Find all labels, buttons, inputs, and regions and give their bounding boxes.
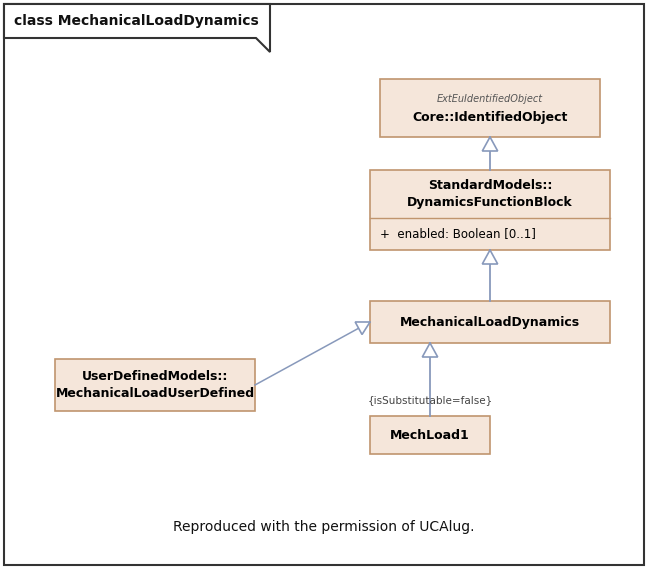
Text: MechanicalLoadDynamics: MechanicalLoadDynamics bbox=[400, 315, 580, 328]
Polygon shape bbox=[482, 137, 498, 151]
Bar bbox=[370, 301, 610, 343]
Text: {isSubstitutable=false}: {isSubstitutable=false} bbox=[367, 395, 492, 405]
Bar bbox=[55, 359, 255, 411]
Bar bbox=[370, 416, 490, 454]
Text: ExtEuIdentifiedObject: ExtEuIdentifiedObject bbox=[437, 94, 543, 104]
Text: UserDefinedModels::
MechanicalLoadUserDefined: UserDefinedModels:: MechanicalLoadUserDe… bbox=[56, 370, 255, 400]
Text: +  enabled: Boolean [0..1]: + enabled: Boolean [0..1] bbox=[380, 228, 536, 241]
Text: Reproduced with the permission of UCAlug.: Reproduced with the permission of UCAlug… bbox=[173, 520, 475, 534]
Polygon shape bbox=[355, 322, 370, 335]
Text: MechLoad1: MechLoad1 bbox=[390, 428, 470, 442]
Polygon shape bbox=[482, 250, 498, 264]
Bar bbox=[380, 79, 600, 137]
Text: class MechanicalLoadDynamics: class MechanicalLoadDynamics bbox=[14, 14, 259, 28]
Polygon shape bbox=[422, 343, 437, 357]
Polygon shape bbox=[4, 4, 270, 52]
Text: StandardModels::
DynamicsFunctionBlock: StandardModels:: DynamicsFunctionBlock bbox=[407, 179, 573, 209]
Bar bbox=[370, 170, 610, 250]
Text: Core::IdentifiedObject: Core::IdentifiedObject bbox=[412, 110, 568, 123]
